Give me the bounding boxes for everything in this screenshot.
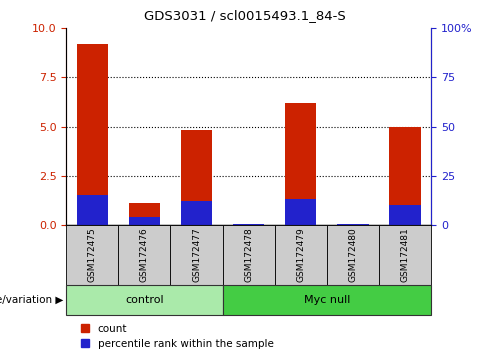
Text: GSM172475: GSM172475: [88, 228, 97, 282]
Bar: [379, 225, 431, 285]
Text: GDS3031 / scl0015493.1_84-S: GDS3031 / scl0015493.1_84-S: [144, 9, 346, 22]
Bar: [327, 225, 379, 285]
Bar: [66, 285, 222, 315]
Text: Myc null: Myc null: [304, 295, 350, 305]
Bar: [222, 225, 275, 285]
Text: GSM172477: GSM172477: [192, 228, 201, 282]
Text: genotype/variation ▶: genotype/variation ▶: [0, 295, 64, 305]
Text: GSM172480: GSM172480: [348, 228, 358, 282]
Text: GSM172479: GSM172479: [296, 228, 305, 282]
Bar: [390, 205, 421, 225]
Bar: [66, 225, 118, 285]
Text: control: control: [125, 295, 164, 305]
Bar: [275, 225, 327, 285]
Bar: [181, 131, 212, 225]
Bar: [390, 126, 421, 225]
Bar: [337, 224, 368, 225]
Bar: [171, 225, 222, 285]
Legend: count, percentile rank within the sample: count, percentile rank within the sample: [81, 324, 274, 349]
Bar: [129, 203, 160, 225]
Bar: [181, 201, 212, 225]
Text: GSM172481: GSM172481: [401, 228, 410, 282]
Text: GSM172476: GSM172476: [140, 228, 149, 282]
Text: GSM172478: GSM172478: [244, 228, 253, 282]
Bar: [233, 224, 264, 225]
Bar: [76, 44, 108, 225]
Bar: [285, 199, 317, 225]
Bar: [118, 225, 171, 285]
Bar: [76, 195, 108, 225]
Bar: [233, 224, 264, 225]
Bar: [337, 224, 368, 225]
Bar: [129, 217, 160, 225]
Bar: [285, 103, 317, 225]
Bar: [222, 285, 431, 315]
